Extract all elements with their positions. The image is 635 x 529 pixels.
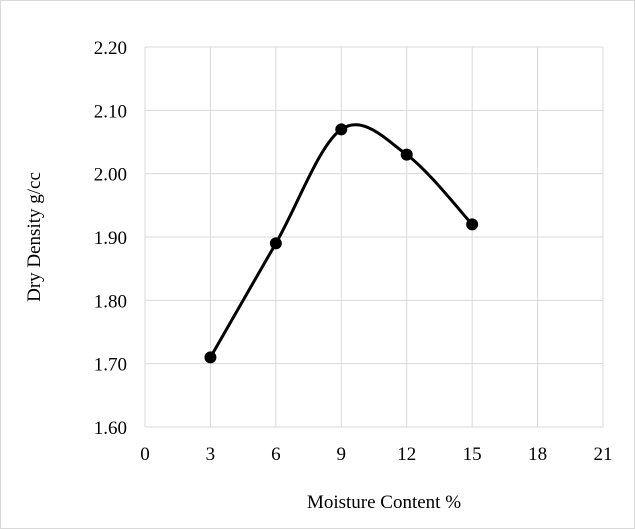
data-point	[466, 218, 479, 231]
x-tick-label: 0	[140, 444, 150, 465]
series-curve	[209, 123, 474, 359]
x-tick-label: 3	[206, 444, 216, 465]
x-tick-label: 9	[337, 444, 347, 465]
y-tick-labels: 1.60 1.70 1.80 1.90 2.00 2.10 2.20	[94, 38, 127, 439]
y-tick-label: 2.10	[94, 101, 127, 122]
y-tick-label: 2.20	[94, 38, 127, 59]
data-point	[335, 123, 348, 136]
data-points	[204, 123, 479, 364]
x-tick-label: 21	[594, 444, 613, 465]
x-tick-label: 12	[397, 444, 416, 465]
y-tick-label: 1.60	[94, 418, 127, 439]
y-axis-label: Dry Density g/cc	[24, 172, 45, 302]
y-tick-label: 1.90	[94, 228, 127, 249]
x-tick-labels: 0 3 6 9 12 15 18 21	[140, 444, 612, 465]
data-point	[400, 148, 413, 161]
gridlines	[144, 46, 604, 428]
x-tick-label: 6	[271, 444, 281, 465]
data-point	[204, 351, 217, 364]
y-tick-label: 1.80	[94, 291, 127, 312]
data-point	[269, 237, 282, 250]
x-tick-label: 18	[528, 444, 547, 465]
x-tick-label: 15	[463, 444, 482, 465]
x-axis-label: Moisture Content %	[307, 492, 461, 513]
y-tick-label: 2.00	[94, 165, 127, 186]
y-tick-label: 1.70	[94, 355, 127, 376]
